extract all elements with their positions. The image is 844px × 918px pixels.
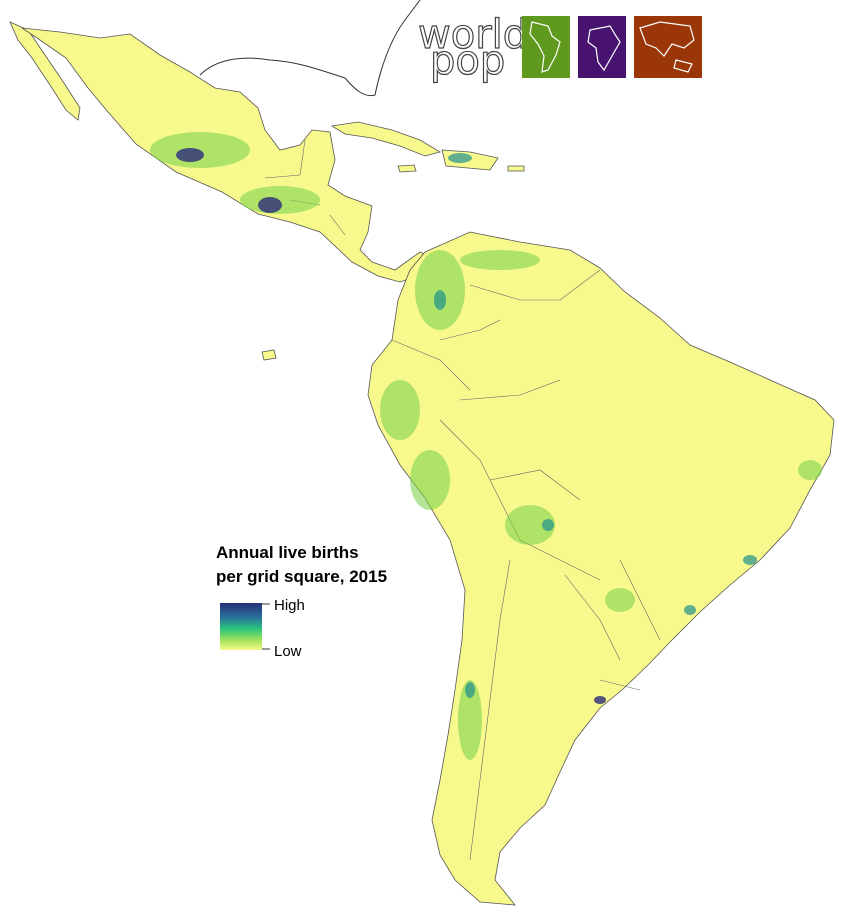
galapagos (261, 349, 277, 361)
jamaica (397, 164, 417, 173)
legend: Annual live births per grid square, 2015… (216, 543, 387, 660)
logo-pop: pop (430, 38, 505, 84)
legend-title: per grid square, 2015 (216, 567, 387, 586)
logo-africa (578, 16, 626, 78)
south-america (367, 231, 835, 906)
puerto-rico (507, 165, 525, 172)
legend-title: Annual live births (216, 543, 359, 562)
density (150, 132, 822, 760)
logo-asia (634, 16, 702, 78)
logo-americas (522, 16, 570, 78)
logo-world: world (418, 12, 528, 58)
legend-gradient (220, 603, 262, 650)
baja-california (9, 21, 81, 121)
borders-central (264, 139, 346, 236)
legend-high: High (274, 597, 305, 614)
cuba (330, 121, 442, 157)
us-coastline (199, 0, 421, 97)
legend-low: Low (274, 643, 302, 660)
logo: world pop (417, 11, 702, 85)
